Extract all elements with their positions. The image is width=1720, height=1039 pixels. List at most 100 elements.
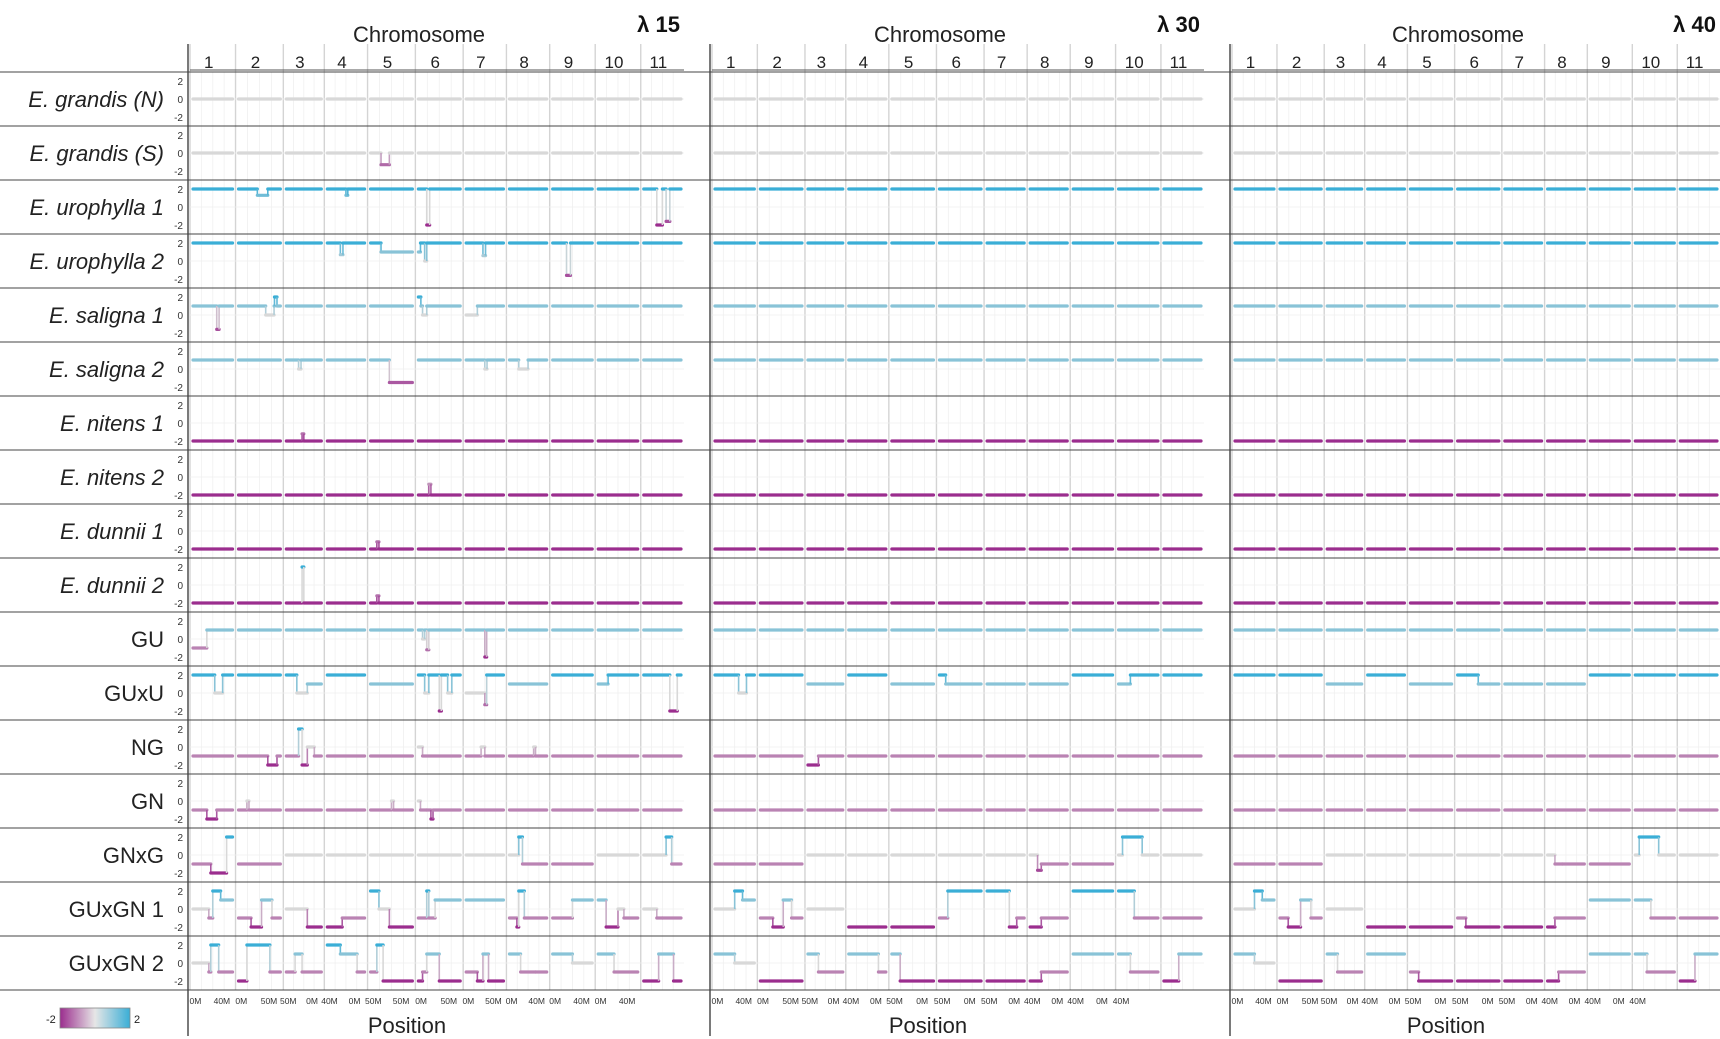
row-label: GUxGN 1 [69,897,164,922]
chromosome-number: 10 [605,53,624,72]
position-tick-label: 50M [782,996,799,1006]
row-label: E. nitens 1 [60,411,164,436]
position-tick-label: 40M [619,996,636,1006]
position-tick-label: 0M [1096,996,1108,1006]
row-label: E. urophylla 1 [29,195,164,220]
position-tick-label: 40M [1629,996,1646,1006]
data-layer [191,97,1719,983]
y-tick-label: 0 [177,419,183,430]
chromosome-number: 6 [1470,53,1479,72]
y-tick-label: 0 [177,959,183,970]
chromosome-number: 7 [997,53,1006,72]
position-tick-label: 0M [190,996,202,1006]
position-tick-label: 50M [1452,996,1469,1006]
position-tick-label: 0M [1526,996,1538,1006]
y-tick-label: 0 [177,905,183,916]
position-tick-label: 50M [261,996,278,1006]
y-tick-label: 0 [177,581,183,592]
position-tick-label: 0M [1231,996,1243,1006]
position-tick-label: 50M [280,996,297,1006]
row-label: E. saligna 1 [49,303,164,328]
position-tick-label: 50M [1321,996,1338,1006]
position-tick-label: 40M [1362,996,1379,1006]
position-tick-label: 50M [981,996,998,1006]
position-tick-label: 0M [1569,996,1581,1006]
chromosome-number: 10 [1641,53,1660,72]
y-tick-label: -2 [174,221,183,232]
y-tick-label: 0 [177,149,183,160]
y-tick-label: 2 [177,293,183,304]
y-tick-label: 2 [177,941,183,952]
position-tick-label: 50M [485,996,502,1006]
position-tick-label: 40M [528,996,545,1006]
y-tick-label: -2 [174,923,183,934]
row-label: E. urophylla 2 [29,249,164,274]
position-tick-label: 40M [1113,996,1130,1006]
y-tick-label: 2 [177,563,183,574]
row-label: NG [131,735,164,760]
chromosome-number: 6 [952,53,961,72]
position-tick-label: 0M [1008,996,1020,1006]
position-tick-label: 40M [1255,996,1272,1006]
y-tick-label: 0 [177,851,183,862]
y-tick-label: -2 [174,167,183,178]
row-label: E. nitens 2 [60,465,164,490]
chromosome-number: 6 [431,53,440,72]
row-label: E. grandis (S) [30,141,165,166]
y-tick-label: -2 [174,545,183,556]
chromosome-number: 11 [1686,53,1704,72]
chromosome-number: 3 [1336,53,1345,72]
y-tick-label: -2 [174,275,183,286]
chromosome-number: 11 [650,53,668,72]
chromosome-number: 5 [383,53,392,72]
y-tick-label: 0 [177,527,183,538]
x-axis-title: Position [1407,1013,1485,1038]
row-label: GUxU [104,681,164,706]
y-tick-label: 0 [177,95,183,106]
row-label: E. grandis (N) [28,87,164,112]
chromosome-number: 11 [1170,53,1188,72]
position-tick-label: 0M [1051,996,1063,1006]
y-tick-label: -2 [174,707,183,718]
lambda-label: λ 40 [1673,12,1716,37]
position-tick-label: 0M [349,996,361,1006]
chromosome-number: 8 [1040,53,1049,72]
lambda-label: λ 30 [1157,12,1200,37]
y-tick-label: 0 [177,473,183,484]
position-tick-label: 50M [1499,996,1516,1006]
y-tick-label: 0 [177,257,183,268]
chromosome-number: 7 [1514,53,1523,72]
position-tick-label: 40M [214,996,231,1006]
row-label: E. dunnii 2 [60,573,164,598]
y-tick-label: -2 [174,761,183,772]
position-tick-label: 0M [462,996,474,1006]
position-tick-label: 40M [1067,996,1084,1006]
y-tick-label: 2 [177,77,183,88]
y-tick-label: 2 [177,671,183,682]
position-tick-label: 50M [393,996,410,1006]
x-axis-title: Position [368,1013,446,1038]
y-tick-label: -2 [174,491,183,502]
position-tick-label: 0M [870,996,882,1006]
row-label: E. saligna 2 [49,357,164,382]
y-tick-label: 2 [177,131,183,142]
chromosome-number: 1 [204,53,213,72]
row-label: E. dunnii 1 [60,519,164,544]
position-tick-label: 50M [934,996,951,1006]
y-tick-label: 2 [177,455,183,466]
y-tick-label: 0 [177,203,183,214]
position-tick-label: 0M [828,996,840,1006]
position-tick-label: 40M [1584,996,1601,1006]
y-tick-label: -2 [174,869,183,880]
color-legend-max-label: 2 [134,1014,140,1026]
x-axis-title: Position [889,1013,967,1038]
y-tick-label: 2 [177,509,183,520]
position-tick-label: 0M [916,996,928,1006]
y-tick-label: 2 [177,725,183,736]
position-tick-label: 0M [1389,996,1401,1006]
position-tick-label: 0M [1482,996,1494,1006]
y-tick-label: 2 [177,833,183,844]
chromosome-number: 8 [1557,53,1566,72]
y-tick-label: 0 [177,365,183,376]
